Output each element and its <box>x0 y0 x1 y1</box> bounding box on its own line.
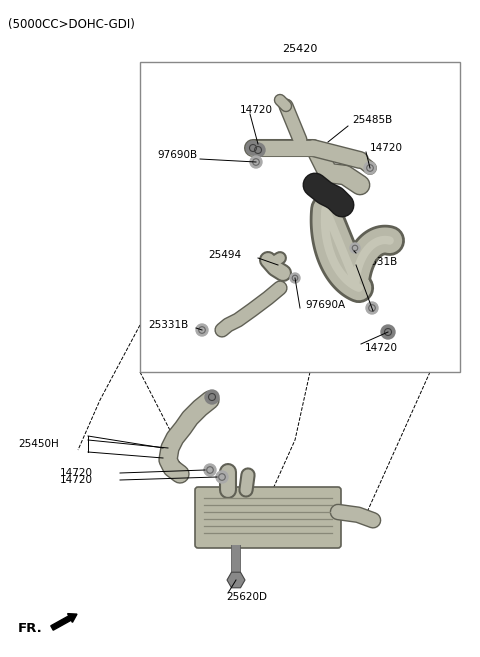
Circle shape <box>196 324 208 336</box>
Circle shape <box>251 143 265 157</box>
Text: 25331B: 25331B <box>148 320 188 330</box>
Text: 25420: 25420 <box>282 44 318 54</box>
Text: FR.: FR. <box>18 622 43 635</box>
Circle shape <box>381 325 395 339</box>
Circle shape <box>204 464 216 476</box>
Bar <box>140 62 460 372</box>
Text: 97690A: 97690A <box>357 243 397 253</box>
Circle shape <box>205 390 219 404</box>
Text: 97690B: 97690B <box>157 150 197 160</box>
Text: 14720: 14720 <box>365 343 398 353</box>
Circle shape <box>250 156 262 168</box>
Circle shape <box>290 273 300 283</box>
Circle shape <box>350 243 360 253</box>
Text: 14720: 14720 <box>60 468 93 478</box>
Circle shape <box>216 471 228 483</box>
Circle shape <box>246 141 260 155</box>
Text: 25331B: 25331B <box>357 257 397 267</box>
FancyArrow shape <box>51 614 77 630</box>
Text: 25620D: 25620D <box>226 592 267 602</box>
Text: 25494: 25494 <box>208 250 241 260</box>
Text: 25485B: 25485B <box>352 115 392 125</box>
Circle shape <box>364 162 376 174</box>
Text: 97690A: 97690A <box>305 300 345 310</box>
Text: 25450H: 25450H <box>18 439 59 449</box>
Circle shape <box>366 302 378 314</box>
Text: 14720: 14720 <box>240 105 273 115</box>
Text: 14720: 14720 <box>60 475 93 485</box>
Text: 14720: 14720 <box>370 143 403 153</box>
Text: (5000CC>DOHC-GDI): (5000CC>DOHC-GDI) <box>8 18 135 31</box>
FancyBboxPatch shape <box>195 487 341 548</box>
